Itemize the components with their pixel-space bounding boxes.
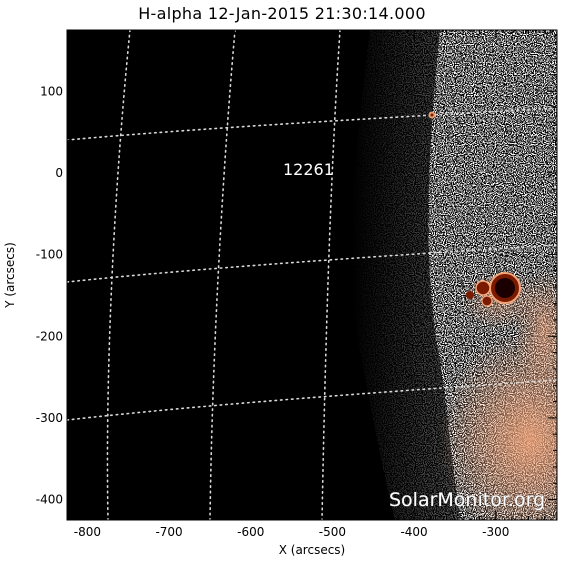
active-region-label: 12261: [283, 160, 334, 179]
y-tick-label: 100: [40, 84, 63, 98]
y-axis-label: Y (arcsecs): [3, 242, 17, 309]
y-tick-label: -400: [36, 493, 63, 507]
image-title: H-alpha 12-Jan-2015 21:30:14.000: [138, 4, 426, 23]
x-tick-label: -600: [237, 525, 264, 539]
plot-frame: [66, 29, 558, 521]
x-tick-label: -300: [482, 525, 509, 539]
x-tick-label: -500: [319, 525, 346, 539]
heliographic-grid: [67, 30, 557, 520]
x-tick-label: -400: [400, 525, 427, 539]
watermark: SolarMonitor.org: [389, 489, 545, 511]
sunspot-3: [466, 291, 474, 299]
sunspot-4: [481, 295, 493, 307]
x-tick-label: -700: [155, 525, 182, 539]
x-tick-label: -800: [74, 525, 101, 539]
y-tick-label: -100: [36, 248, 63, 262]
sunspot-group: [466, 272, 521, 307]
x-axis-label: X (arcsecs): [279, 543, 346, 557]
sunspot-leading-umbra: [495, 278, 515, 298]
y-tick-label: -300: [36, 411, 63, 425]
x-ticks: -800 -700 -600 -500 -400 -300: [70, 30, 546, 539]
y-tick-label: 0: [55, 166, 63, 180]
sunspot-2: [475, 280, 491, 296]
y-ticks: 100 0 -100 -200 -300 -400: [36, 41, 557, 517]
bright-point-core: [430, 113, 434, 117]
y-tick-label: -200: [36, 329, 63, 343]
